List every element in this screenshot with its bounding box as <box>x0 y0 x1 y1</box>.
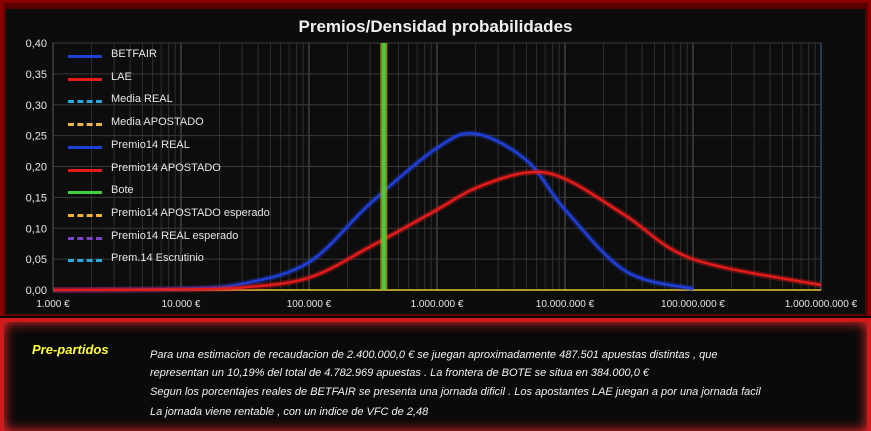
legend-swatch <box>68 168 102 172</box>
summary-panel: Pre-partidos Para una estimacion de reca… <box>0 318 871 431</box>
y-tick-label: 0,15 <box>26 192 47 204</box>
legend-label: BETFAIR <box>111 48 157 60</box>
legend-swatch <box>68 123 102 127</box>
chart-svg: 0,00 0,05 0,10 0,15 0,20 0,25 0,30 0,35 0,40 1.00… <box>26 38 858 310</box>
legend-swatch <box>68 77 102 81</box>
panel-title: Pre-partidos <box>32 342 109 357</box>
legend-label: Premio14 REAL esperado <box>111 229 239 242</box>
legend-label: Premio14 APOSTADO <box>111 161 221 174</box>
y-tick-label: 0,00 <box>26 285 47 297</box>
x-tick-label: 1.000.000.000 € <box>785 299 858 310</box>
chart-title: Premios/Densidad probabilidades <box>298 17 573 36</box>
legend-swatch <box>68 259 102 263</box>
y-tick-label: 0,25 <box>26 131 47 143</box>
legend-swatch <box>68 191 102 195</box>
x-tick-label: 100.000.000 € <box>661 299 725 310</box>
legend-label: Premio14 REAL <box>111 138 190 151</box>
panel-line-4: La jornada viene rentable , con un indic… <box>150 406 429 418</box>
legend-swatch <box>68 213 102 217</box>
y-tick-label: 0,30 <box>26 100 47 112</box>
panel-line-2: representan un 10,19% del total de 4.782… <box>150 367 650 379</box>
legend-swatch <box>68 236 102 240</box>
x-tick-label: 100.000 € <box>287 299 332 310</box>
legend-swatch <box>68 55 102 58</box>
panel-line-3: Segun los porcentajes reales de BETFAIR … <box>150 386 761 398</box>
chart-frame: Premios/Densidad probabilidades 0,00 0,05… <box>0 0 871 316</box>
x-tick-label: 10.000.000 € <box>536 299 595 310</box>
series-lae <box>52 170 822 292</box>
y-tick-label: 0,40 <box>26 38 47 50</box>
y-tick-label: 0,05 <box>26 254 47 266</box>
legend-label: Prem.14 Escrutinio <box>111 252 204 265</box>
legend-label: Media APOSTADO <box>111 116 204 129</box>
series-betfair <box>52 132 694 292</box>
y-tick-label: 0,10 <box>26 223 47 235</box>
y-tick-label: 0,35 <box>26 69 47 81</box>
legend-label: Premio14 APOSTADO esperado <box>111 206 270 219</box>
panel-line-1: Para una estimacion de recaudacion de 2.… <box>150 349 718 361</box>
x-tick-label: 1.000.000 € <box>411 299 464 310</box>
chart-area: Premios/Densidad probabilidades 0,00 0,05… <box>6 9 865 314</box>
legend-swatch <box>68 100 102 104</box>
legend-label: LAE <box>111 70 132 83</box>
legend-label: Media REAL <box>111 93 173 106</box>
legend-label: Bote <box>111 184 134 197</box>
y-tick-label: 0,20 <box>26 162 47 174</box>
x-tick-label: 10.000 € <box>162 299 201 310</box>
legend-swatch <box>68 145 102 149</box>
x-tick-label: 1.000 € <box>36 299 70 310</box>
